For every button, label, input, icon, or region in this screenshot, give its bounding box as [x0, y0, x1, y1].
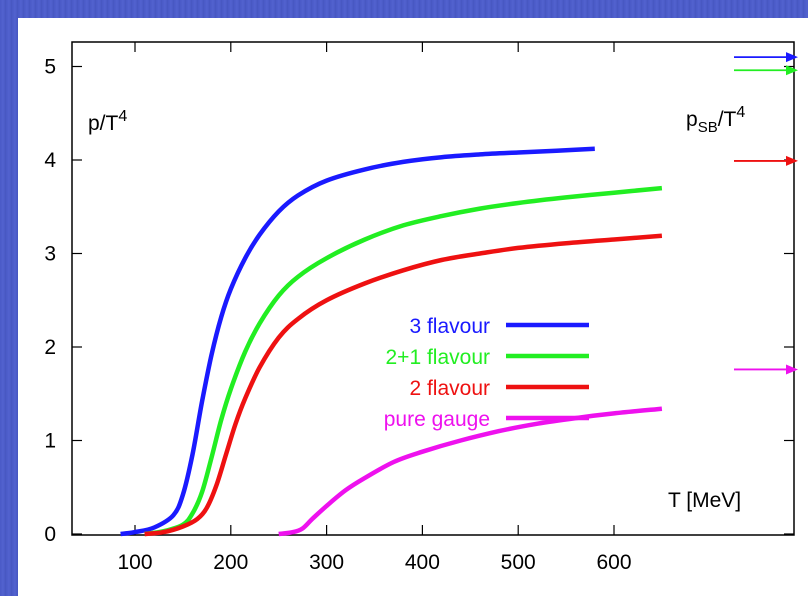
sb-arrows-group [734, 52, 798, 375]
sb-arrow-head-0 [786, 52, 798, 63]
x-tick-label: 300 [309, 551, 344, 574]
sb-arrow-head-1 [786, 65, 798, 76]
x-tick-label: 500 [501, 551, 536, 574]
x-axis-label: T [MeV] [668, 489, 741, 512]
x-tick-label: 400 [405, 551, 440, 574]
legend-label-1: 2+1 flavour [386, 346, 491, 369]
y-tick-label: 1 [44, 430, 56, 453]
series-line-1 [144, 185, 663, 537]
legend: 3 flavour 2+1 flavour 2 flavour pure gauge [384, 315, 589, 431]
chart-panel [18, 18, 808, 596]
x-tick-label: 600 [596, 551, 631, 574]
y-tick-label: 5 [44, 56, 56, 79]
x-tick-label: 200 [213, 551, 248, 574]
curves-group [120, 146, 663, 537]
sb-limit-label: pSB/T4 [686, 104, 745, 136]
x-tick-label: 100 [117, 551, 152, 574]
series-line-2 [144, 233, 663, 537]
legend-label-3: pure gauge [384, 408, 490, 431]
y-tick-label: 0 [44, 523, 56, 546]
y-tick-label: 4 [44, 149, 56, 172]
legend-label-2: 2 flavour [409, 377, 490, 400]
sb-arrow-head-3 [786, 364, 798, 375]
y-tick-label: 3 [44, 243, 56, 266]
axes-group: 100 200 300 400 500 600 0 1 2 3 4 5 [44, 41, 795, 574]
sb-arrow-head-2 [786, 155, 798, 166]
series-line-0 [120, 146, 595, 537]
plot-frame [71, 41, 795, 536]
legend-label-0: 3 flavour [409, 315, 490, 338]
y-axis-label: p/T4 [88, 108, 127, 135]
y-tick-label: 2 [44, 336, 56, 359]
